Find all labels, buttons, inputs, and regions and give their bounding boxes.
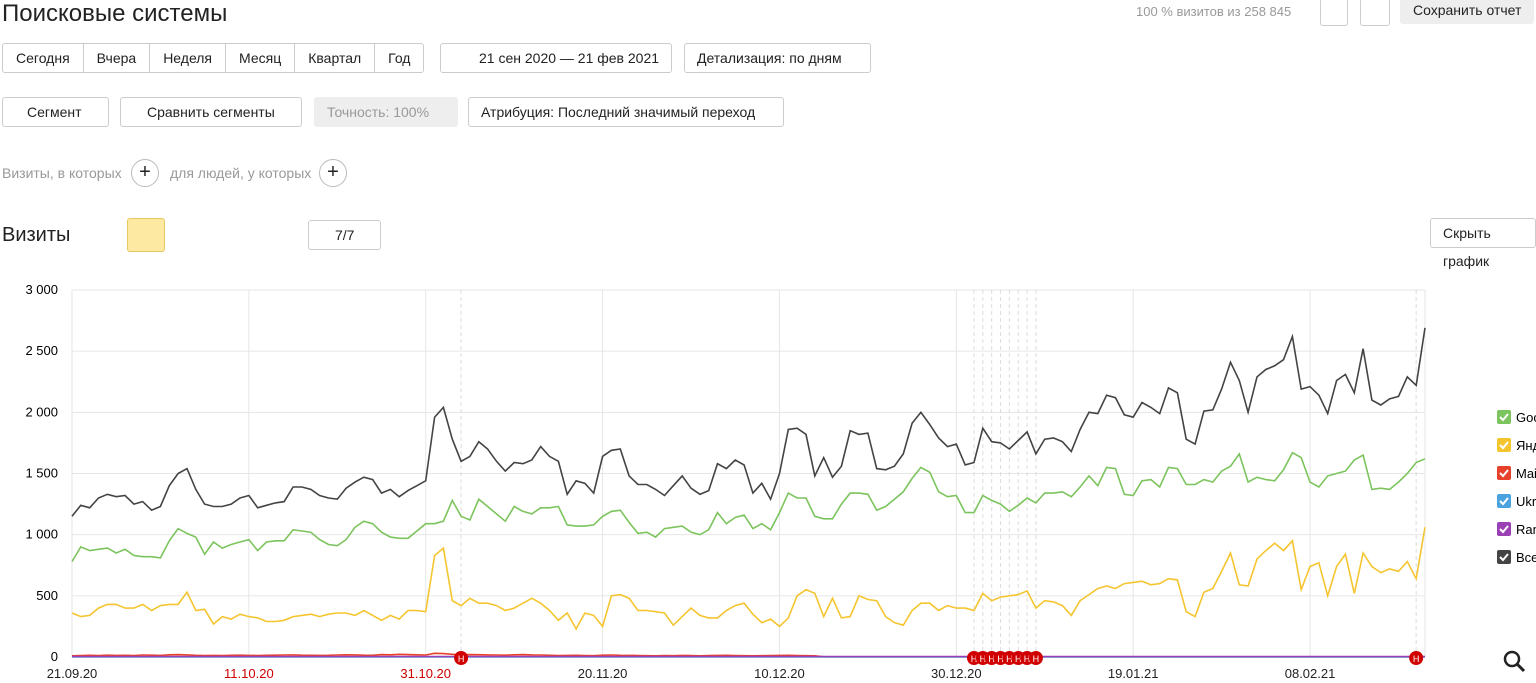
compare-button[interactable]: Сравнить сегменты [120,97,302,127]
history-button[interactable] [1320,0,1348,26]
page-title: Поисковые системы [2,0,228,27]
y-tick-label: 0 [51,649,58,664]
period-button[interactable]: Неделя [149,44,225,72]
legend-checkbox[interactable] [1497,522,1511,536]
x-tick-label: 08.02.21 [1285,666,1336,681]
y-tick-label: 2 000 [25,404,58,419]
legend-label: Mail.ru [1516,466,1536,481]
x-tick-label: 30.12.20 [931,666,982,681]
date-range[interactable]: 21 сен 2020 — 21 фев 2021 [440,43,673,73]
line-chart-toggle[interactable] [127,218,165,252]
chart-count[interactable]: 7/7 [308,220,382,250]
legend-checkbox[interactable] [1497,438,1511,452]
filter-label: Визиты, в которых [2,165,122,181]
legend-check [1499,413,1509,422]
legend-label: Google [1516,410,1536,425]
legend-label: Всего [1516,550,1536,565]
period-button[interactable]: Вчера [82,44,150,72]
y-tick-label: 3 000 [25,282,58,297]
holiday-label: Н [1015,654,1022,664]
x-tick-label: 19.01.21 [1108,666,1159,681]
holiday-marker [1409,651,1424,665]
legend-checkbox[interactable] [1497,550,1511,564]
search-icon [1515,662,1526,673]
period-button[interactable]: Месяц [225,44,294,72]
chart: 0 500 1 000 1 500 2 000 2 500 3 000 21.09.20 11.… [25,282,1536,681]
x-tick-label: 31.10.20 [400,666,451,681]
y-tick-label: 500 [36,588,58,603]
legend-check [1499,469,1509,478]
save-button[interactable]: Сохранить отчет [1400,0,1535,24]
series-line [71,451,1426,563]
period-button[interactable]: Год [374,44,423,72]
attribution-select[interactable]: Атрибуция: Последний значимый переход [468,97,785,127]
holiday-label: Н [1006,654,1013,664]
period-button[interactable]: Квартал [294,44,374,72]
period-group: Сегодня Вчера Неделя Месяц Квартал Год [2,43,425,73]
holiday-label: Н [458,654,465,664]
accuracy-select[interactable]: Точность: 100% [314,97,459,127]
legend-check [1499,525,1509,534]
holiday-label: Н [980,654,987,664]
holiday-label: Н [971,654,978,664]
detail-select[interactable]: Детализация: по дням [684,43,871,73]
legend-checkbox[interactable] [1497,466,1511,480]
x-tick-label: 21.09.20 [47,666,98,681]
period-button[interactable]: Сегодня [16,50,70,66]
segment-button[interactable]: Сегмент [2,97,109,127]
legend-label: Rambler [1516,522,1536,537]
legend-label: Яндекс [1516,438,1536,453]
search-icon [1503,650,1521,668]
section-title: Визиты [2,224,71,246]
holiday-label: Н [997,654,1004,664]
add-filter[interactable]: + [319,159,347,187]
holiday-label: Н [1413,654,1420,664]
series-line [71,327,1426,517]
holiday-marker [1028,651,1043,665]
holiday-label: Н [1024,654,1031,664]
hide-chart[interactable]: Скрыть график [1430,218,1536,269]
holiday-label: Н [1033,654,1040,664]
filter-label: для людей, у которых [170,165,312,181]
export-button[interactable] [1360,0,1390,26]
legend-checkbox[interactable] [1497,410,1511,424]
holiday-marker [454,651,469,665]
legend-check [1499,441,1509,450]
visits-note: 100 % визитов из 258 845 [1136,4,1292,19]
x-tick-label: 11.10.20 [224,666,274,681]
y-tick-label: 1 000 [25,527,58,542]
legend-label: Ukr.net [1516,494,1536,509]
holiday-label: Н [988,654,995,664]
legend-check [1499,553,1509,562]
legend-check [1499,497,1509,506]
x-tick-label: 10.12.20 [754,666,805,681]
series-line [71,527,1426,631]
y-tick-label: 2 500 [25,343,58,358]
add-filter[interactable]: + [131,159,159,187]
x-tick-label: 20.11.20 [578,666,628,681]
y-tick-label: 1 500 [25,466,58,481]
legend-checkbox[interactable] [1497,494,1511,508]
